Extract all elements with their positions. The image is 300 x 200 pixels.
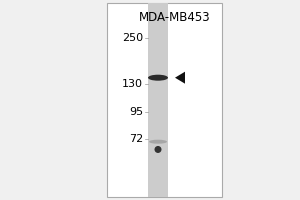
Text: 72: 72: [129, 134, 143, 144]
Ellipse shape: [149, 140, 167, 144]
Bar: [148, 3, 168, 197]
Text: MDA-MB453: MDA-MB453: [139, 11, 210, 24]
Polygon shape: [175, 72, 185, 84]
Circle shape: [154, 146, 161, 153]
Text: 250: 250: [122, 33, 143, 43]
Ellipse shape: [148, 75, 168, 81]
Text: 95: 95: [129, 107, 143, 117]
Text: 130: 130: [122, 79, 143, 89]
Bar: [107, 3, 222, 197]
